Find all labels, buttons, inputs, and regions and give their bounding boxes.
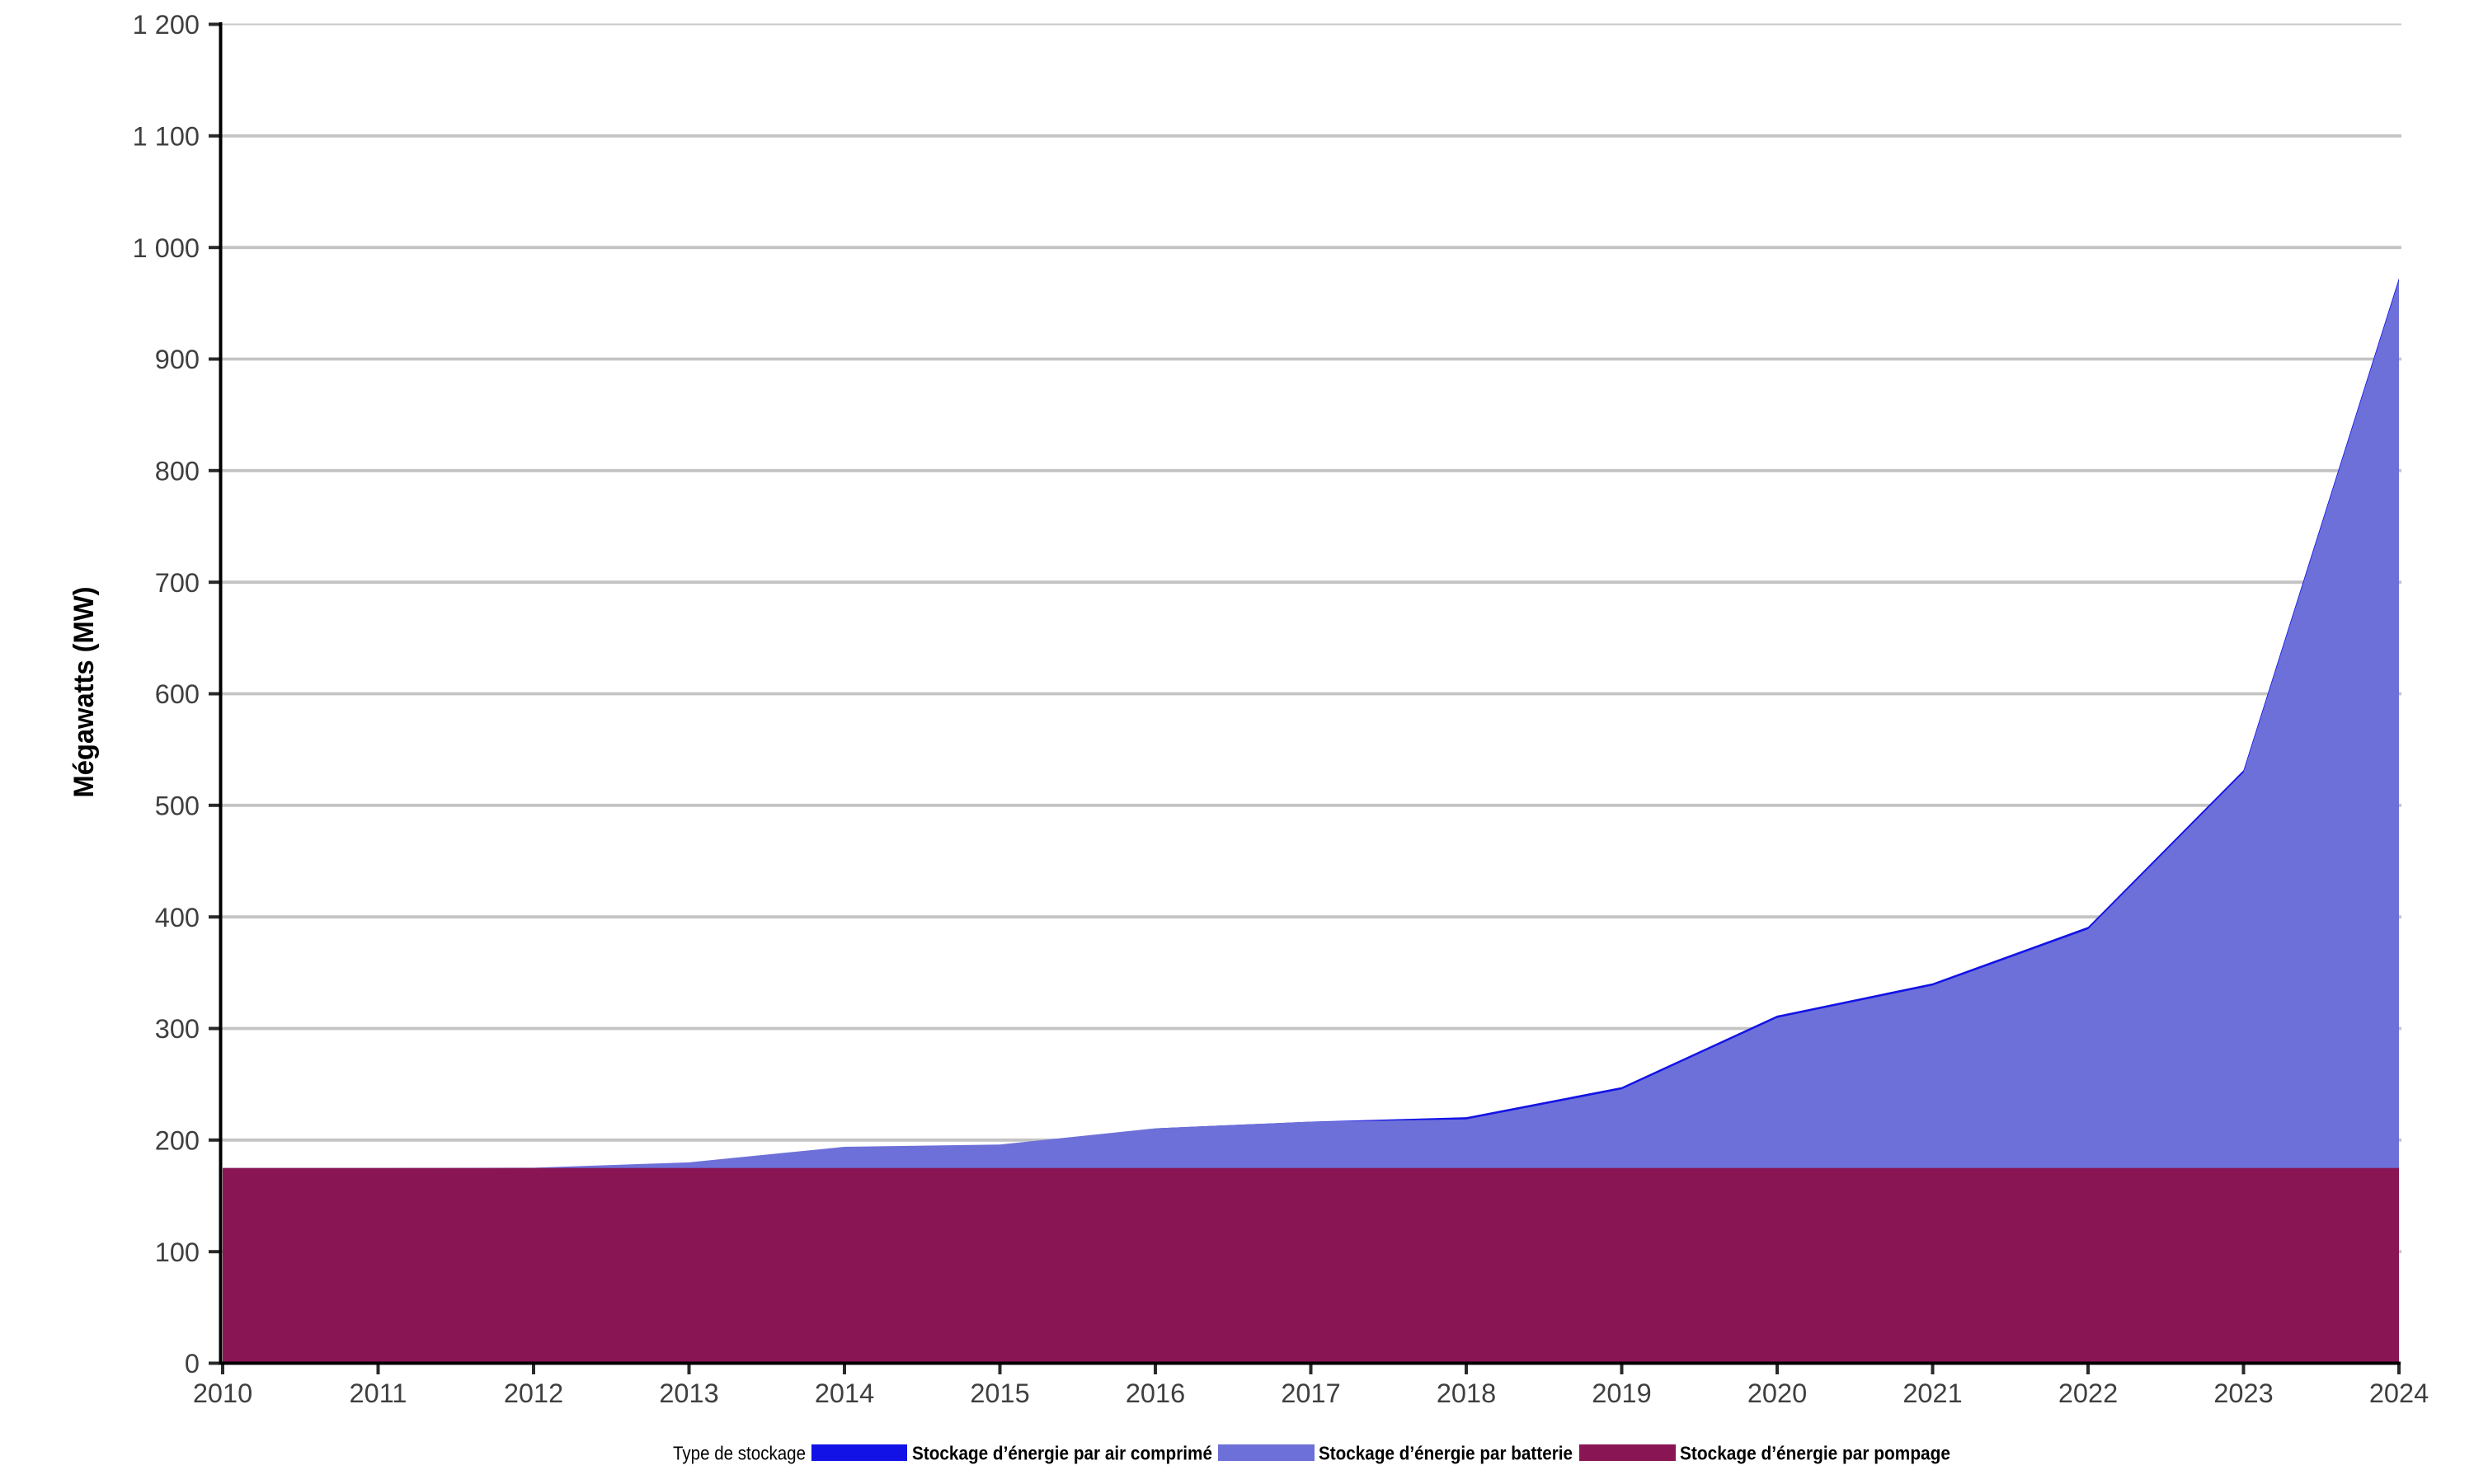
svg-text:800: 800	[155, 456, 200, 486]
svg-text:2014: 2014	[815, 1378, 874, 1408]
svg-text:2019: 2019	[1592, 1378, 1651, 1408]
svg-text:2016: 2016	[1126, 1378, 1185, 1408]
svg-text:1 000: 1 000	[133, 233, 200, 263]
svg-text:0: 0	[185, 1349, 200, 1378]
svg-text:700: 700	[155, 568, 200, 598]
svg-text:2020: 2020	[1747, 1378, 1807, 1408]
svg-text:2010: 2010	[193, 1378, 252, 1408]
svg-text:Type de stockage: Type de stockage	[673, 1443, 806, 1464]
svg-text:2024: 2024	[2369, 1378, 2429, 1408]
svg-text:1 200: 1 200	[133, 10, 200, 40]
svg-text:2017: 2017	[1281, 1378, 1340, 1408]
svg-text:900: 900	[155, 345, 200, 374]
svg-text:500: 500	[155, 791, 200, 820]
svg-text:Stockage d’énergie par pompage: Stockage d’énergie par pompage	[1680, 1443, 1950, 1464]
svg-text:100: 100	[155, 1237, 200, 1267]
svg-text:600: 600	[155, 679, 200, 709]
svg-text:2022: 2022	[2058, 1378, 2118, 1408]
svg-text:2018: 2018	[1437, 1378, 1496, 1408]
svg-text:2013: 2013	[659, 1378, 718, 1408]
svg-text:2012: 2012	[504, 1378, 563, 1408]
svg-text:2011: 2011	[350, 1378, 407, 1408]
svg-text:200: 200	[155, 1125, 200, 1155]
svg-text:2015: 2015	[970, 1378, 1029, 1408]
svg-text:300: 300	[155, 1014, 200, 1044]
svg-text:400: 400	[155, 903, 200, 932]
svg-text:1 100: 1 100	[133, 121, 200, 151]
svg-text:2021: 2021	[1903, 1378, 1962, 1408]
svg-text:Stockage d’énergie par air com: Stockage d’énergie par air comprimé	[912, 1443, 1212, 1464]
svg-text:Stockage d’énergie par batteri: Stockage d’énergie par batterie	[1319, 1443, 1573, 1464]
svg-text:Mégawatts (MW): Mégawatts (MW)	[68, 587, 100, 798]
svg-text:2023: 2023	[2213, 1378, 2273, 1408]
